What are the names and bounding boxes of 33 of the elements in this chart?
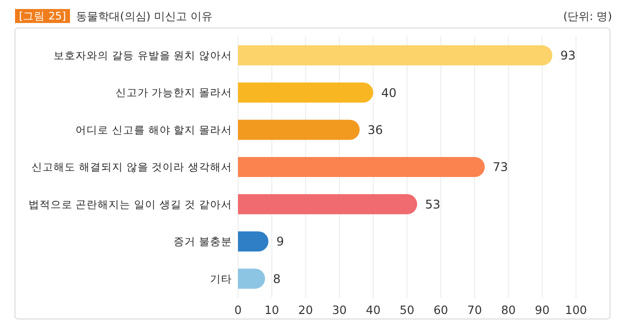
text: 동물학대(의심) 미신고 이유 — [76, 10, 213, 23]
bar — [238, 120, 360, 140]
y-tick-label: 법적으로 곤란해지는 일이 생길 것 같아서 — [28, 198, 232, 211]
y-tick-label: 신고가 가능한지 몰라서 — [115, 87, 232, 100]
bar — [238, 194, 418, 214]
data-label: 73 — [492, 160, 508, 174]
x-tick-label: 30 — [332, 303, 347, 318]
x-tick-label: 10 — [264, 303, 280, 318]
data-label: 93 — [560, 48, 576, 63]
bar — [238, 156, 485, 178]
data-label: 40 — [381, 86, 396, 100]
data-label: 53 — [425, 197, 440, 212]
x-tick-label: 0 — [234, 303, 242, 318]
y-tick-label: 어디로 신고를 해야 할지 몰라서 — [76, 124, 232, 136]
y-tick-label: 증거 불충분 — [174, 236, 232, 248]
x-tick-label: 60 — [433, 303, 448, 318]
bar — [238, 82, 374, 103]
data-label: 9 — [276, 234, 284, 249]
x-tick-label: 50 — [400, 303, 414, 318]
y-tick-label: 보호자와의 갈등 유발을 원치 않아서 — [54, 50, 232, 62]
x-tick-label: 70 — [467, 303, 482, 318]
text: (단위: 명) — [563, 10, 612, 23]
text: [그림 25] — [19, 10, 66, 23]
y-tick-label: 신고해도 해결되지 않을 것이라 생각해서 — [32, 162, 232, 174]
x-tick-label: 40 — [366, 303, 381, 318]
x-tick-label: 90 — [534, 303, 550, 318]
bar — [238, 45, 552, 66]
x-tick-label: 20 — [298, 303, 313, 318]
y-tick-label: 기타 — [210, 273, 232, 286]
data-label: 8 — [273, 272, 281, 286]
data-label: 36 — [368, 122, 383, 137]
x-tick-label: 80 — [501, 303, 516, 318]
x-tick-label: 100 — [565, 303, 587, 318]
